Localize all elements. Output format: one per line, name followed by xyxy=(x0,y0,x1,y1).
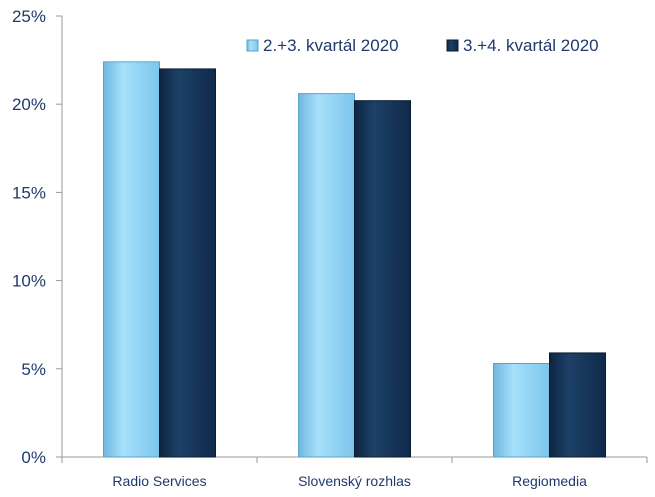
legend-swatch xyxy=(246,39,259,52)
bar-series-1-2 xyxy=(493,363,550,458)
chart-axes: 0% 5% 10% 15% 20% 25% Radio Services Slovenský … xyxy=(12,7,648,489)
bar-series-2-2 xyxy=(549,352,606,458)
y-tick-label: 0% xyxy=(21,448,46,467)
bar-series-2-0 xyxy=(159,68,216,458)
bar-series-1-1 xyxy=(298,93,355,458)
y-tick-label: 20% xyxy=(12,95,46,114)
y-tick-label: 25% xyxy=(12,7,46,26)
chart-legend: 2.+3. kvartál 2020 3.+4. kvartál 2020 xyxy=(246,36,599,55)
chart-bars xyxy=(103,61,606,458)
y-tick-label: 10% xyxy=(12,272,46,291)
legend-label: 3.+4. kvartál 2020 xyxy=(463,36,599,55)
y-tick-label: 15% xyxy=(12,183,46,202)
bar-series-2-1 xyxy=(354,100,411,458)
bar-series-1-0 xyxy=(103,61,160,458)
y-tick-label: 5% xyxy=(21,360,46,379)
x-tick-label: Regiomedia xyxy=(512,473,587,489)
x-tick-label: Radio Services xyxy=(112,473,206,489)
legend-label: 2.+3. kvartál 2020 xyxy=(263,36,399,55)
legend-swatch xyxy=(446,39,459,52)
x-tick-label: Slovenský rozhlas xyxy=(298,473,411,489)
